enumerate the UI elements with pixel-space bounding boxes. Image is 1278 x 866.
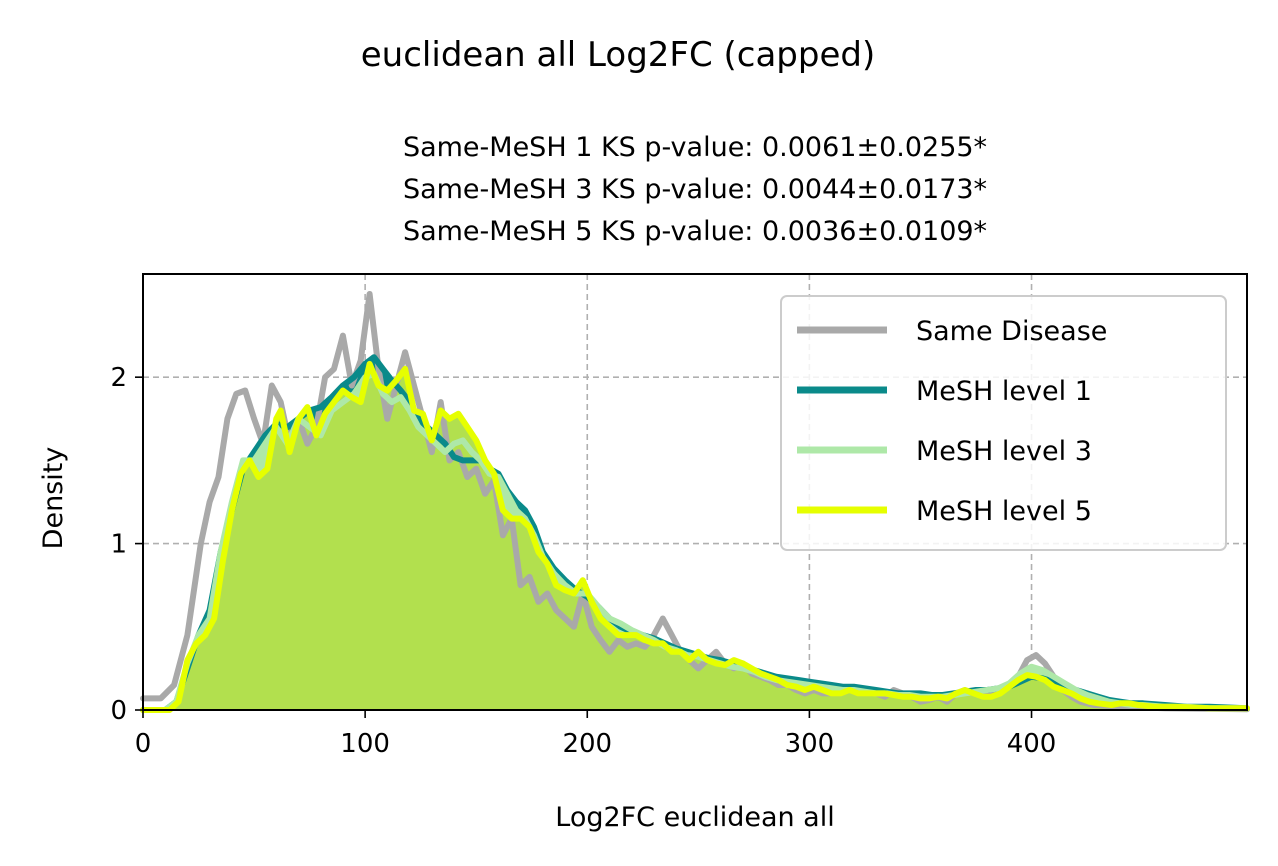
density-line-mesh-level-3: [140, 370, 1250, 713]
x-tick-label: 200: [562, 729, 612, 759]
density-lines: [140, 291, 1250, 713]
density-line-mesh-level-5: [140, 360, 1250, 713]
x-tick-label: 100: [340, 729, 390, 759]
x-axis-label: Log2FC euclidean all: [555, 802, 834, 833]
y-axis-label: Density: [38, 447, 69, 550]
x-tick-label: 400: [1007, 729, 1057, 759]
subtitle-line-2: Same-MeSH 3 KS p-value: 0.0044±0.0173*: [403, 174, 987, 205]
axis-ticks: 0 100 200 300 400 0 1 2: [110, 363, 1056, 759]
plot-frame: [142, 273, 1248, 711]
y-tick-label: 0: [110, 696, 127, 726]
density-fill-mesh-level-5: [143, 363, 1247, 710]
legend-label-same-disease: Same Disease: [916, 316, 1107, 347]
x-tick-label: 0: [135, 729, 152, 759]
y-tick-label: 1: [110, 530, 127, 560]
x-tick-label: 300: [785, 729, 835, 759]
subtitle-line-1: Same-MeSH 1 KS p-value: 0.0061±0.0255*: [403, 132, 987, 163]
legend-frame: [780, 295, 1227, 551]
chart-title: euclidean all Log2FC (capped): [361, 35, 875, 75]
density-fills: [143, 357, 1247, 710]
legend-label-mesh-level-1: MeSH level 1: [916, 376, 1092, 407]
y-tick-label: 2: [110, 363, 127, 393]
legend-label-mesh-level-3: MeSH level 3: [916, 436, 1092, 467]
legend: Same Disease MeSH level 1 MeSH level 3 MeSH…: [780, 295, 1227, 551]
legend-label-mesh-level-5: MeSH level 5: [916, 496, 1092, 527]
subtitle-line-3: Same-MeSH 5 KS p-value: 0.0036±0.0109*: [403, 216, 987, 247]
